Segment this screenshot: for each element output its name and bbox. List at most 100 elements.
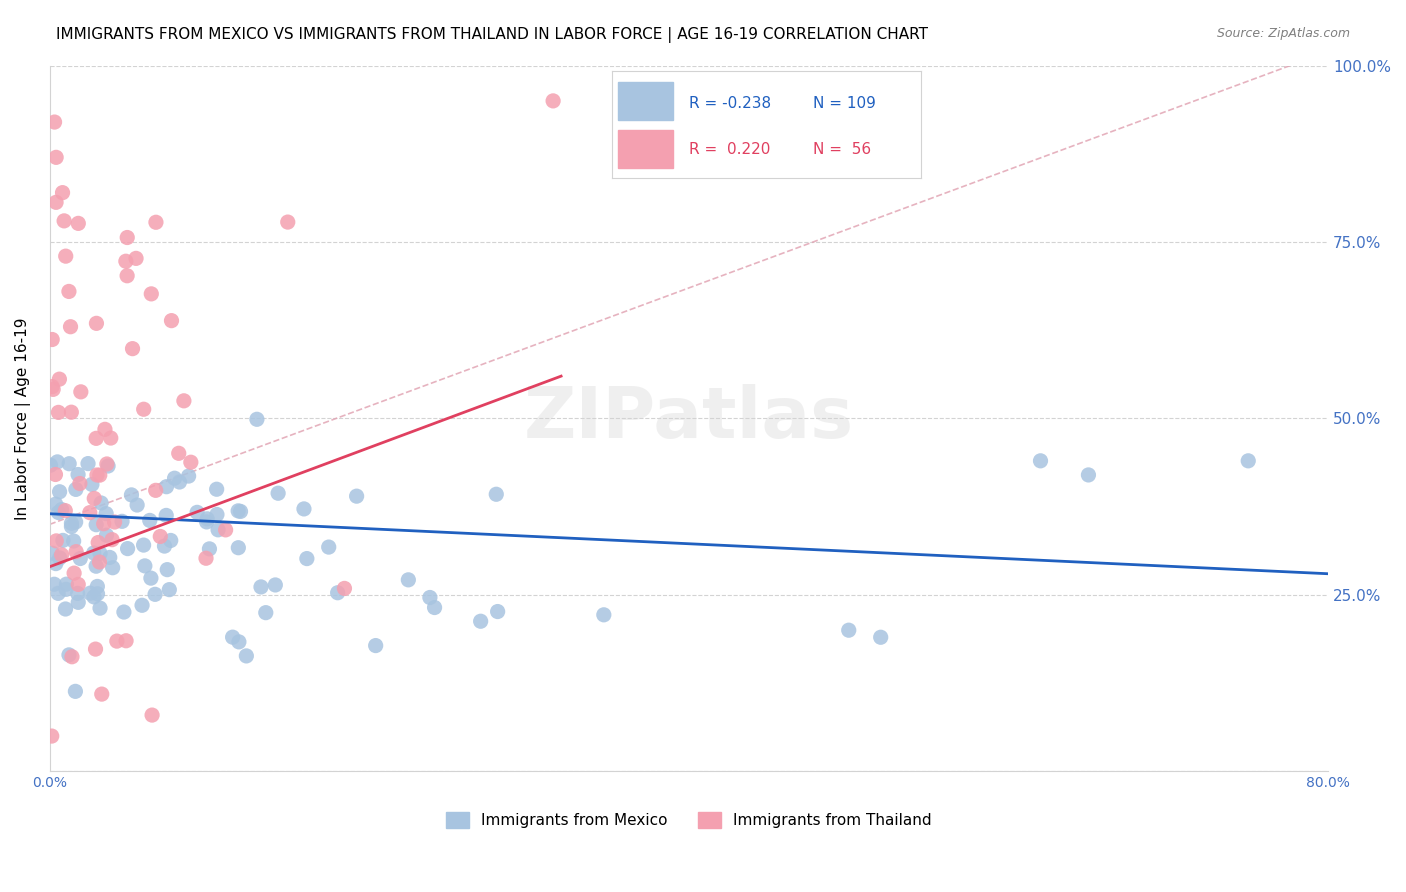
Immigrants from Mexico <box>86 587 108 601</box>
Immigrants from Thailand <box>160 313 183 327</box>
Immigrants from Mexico <box>163 471 186 485</box>
Immigrants from Thailand <box>41 379 63 393</box>
Immigrants from Mexico <box>221 630 243 644</box>
Immigrants from Mexico <box>55 602 77 616</box>
Immigrants from Thailand <box>173 393 195 408</box>
Immigrants from Thailand <box>115 254 138 268</box>
Immigrants from Thailand <box>69 384 91 399</box>
Immigrants from Thailand <box>149 529 172 543</box>
Immigrants from Mexico <box>264 578 287 592</box>
Immigrants from Thailand <box>93 516 115 531</box>
Immigrants from Mexico <box>1237 454 1260 468</box>
Immigrants from Mexico <box>177 469 200 483</box>
Immigrants from Mexico <box>48 484 70 499</box>
Immigrants from Mexico <box>169 475 191 489</box>
Immigrants from Thailand <box>115 633 138 648</box>
Immigrants from Mexico <box>65 483 87 497</box>
Immigrants from Mexico <box>155 508 177 523</box>
Immigrants from Mexico <box>159 533 181 548</box>
Immigrants from Thailand <box>167 446 190 460</box>
Immigrants from Mexico <box>364 639 387 653</box>
Immigrants from Mexico <box>90 496 112 510</box>
Immigrants from Thailand <box>141 286 163 301</box>
Immigrants from Mexico <box>55 577 77 591</box>
Immigrants from Mexico <box>62 534 84 549</box>
Immigrants from Thailand <box>180 455 202 469</box>
Text: ZIPatlas: ZIPatlas <box>524 384 853 453</box>
Immigrants from Mexico <box>205 482 228 496</box>
Immigrants from Mexico <box>89 546 111 560</box>
Immigrants from Mexico <box>153 539 176 553</box>
Immigrants from Thailand <box>86 468 108 483</box>
Immigrants from Mexico <box>195 512 218 526</box>
Immigrants from Thailand <box>145 215 167 229</box>
Immigrants from Mexico <box>198 541 221 556</box>
Immigrants from Mexico <box>98 550 121 565</box>
Immigrants from Thailand <box>63 566 86 581</box>
Immigrants from Mexico <box>838 624 860 638</box>
Immigrants from Mexico <box>67 467 90 482</box>
Immigrants from Mexico <box>156 563 179 577</box>
Immigrants from Thailand <box>44 467 66 482</box>
Immigrants from Mexico <box>127 498 149 512</box>
Immigrants from Mexico <box>292 502 315 516</box>
Immigrants from Thailand <box>45 195 67 210</box>
Immigrants from Thailand <box>41 729 63 743</box>
Immigrants from Mexico <box>205 508 228 522</box>
Immigrants from Mexico <box>1029 454 1052 468</box>
Immigrants from Thailand <box>214 523 236 537</box>
Immigrants from Mexico <box>55 582 77 597</box>
Immigrants from Mexico <box>79 586 101 600</box>
Immigrants from Mexico <box>155 480 177 494</box>
Immigrants from Mexico <box>117 541 139 556</box>
Immigrants from Mexico <box>101 560 124 574</box>
Immigrants from Thailand <box>51 548 73 562</box>
Immigrants from Mexico <box>228 541 250 555</box>
Immigrants from Mexico <box>131 599 153 613</box>
Immigrants from Thailand <box>42 383 65 397</box>
Text: R = -0.238: R = -0.238 <box>689 96 770 111</box>
Immigrants from Thailand <box>55 249 77 263</box>
Immigrants from Thailand <box>100 431 122 445</box>
Immigrants from Mexico <box>423 600 446 615</box>
Immigrants from Thailand <box>145 483 167 498</box>
Immigrants from Mexico <box>60 516 83 531</box>
Text: N = 109: N = 109 <box>813 96 876 111</box>
Immigrants from Mexico <box>77 457 100 471</box>
Immigrants from Mexico <box>45 557 67 571</box>
Immigrants from Thailand <box>94 422 117 436</box>
Immigrants from Mexico <box>41 546 63 560</box>
Immigrants from Mexico <box>44 577 66 591</box>
Immigrants from Thailand <box>67 577 90 591</box>
Immigrants from Mexico <box>419 591 441 605</box>
Immigrants from Thailand <box>48 372 70 386</box>
Immigrants from Mexico <box>58 648 80 662</box>
Immigrants from Mexico <box>235 648 257 663</box>
Immigrants from Mexico <box>60 519 83 533</box>
Text: IMMIGRANTS FROM MEXICO VS IMMIGRANTS FROM THAILAND IN LABOR FORCE | AGE 16-19 CO: IMMIGRANTS FROM MEXICO VS IMMIGRANTS FRO… <box>56 27 928 43</box>
Immigrants from Thailand <box>83 491 105 506</box>
Immigrants from Mexico <box>89 601 111 615</box>
Immigrants from Thailand <box>141 708 163 723</box>
Immigrants from Mexico <box>157 582 180 597</box>
Immigrants from Mexico <box>139 571 162 585</box>
Immigrants from Mexico <box>486 605 509 619</box>
Immigrants from Thailand <box>58 285 80 299</box>
Immigrants from Thailand <box>541 94 564 108</box>
Immigrants from Mexico <box>58 457 80 471</box>
Immigrants from Thailand <box>96 457 118 471</box>
Immigrants from Mexico <box>111 514 134 528</box>
Immigrants from Thailand <box>45 150 67 164</box>
Immigrants from Mexico <box>254 606 277 620</box>
Immigrants from Thailand <box>132 402 155 417</box>
Immigrants from Mexico <box>83 546 105 560</box>
Immigrants from Mexico <box>228 635 250 649</box>
Immigrants from Mexico <box>86 579 108 593</box>
Immigrants from Thailand <box>277 215 299 229</box>
Immigrants from Thailand <box>44 115 66 129</box>
Immigrants from Mexico <box>246 412 269 426</box>
Immigrants from Mexico <box>207 523 229 537</box>
Text: R =  0.220: R = 0.220 <box>689 142 770 157</box>
Bar <box>617 82 673 120</box>
Immigrants from Thailand <box>41 333 63 347</box>
